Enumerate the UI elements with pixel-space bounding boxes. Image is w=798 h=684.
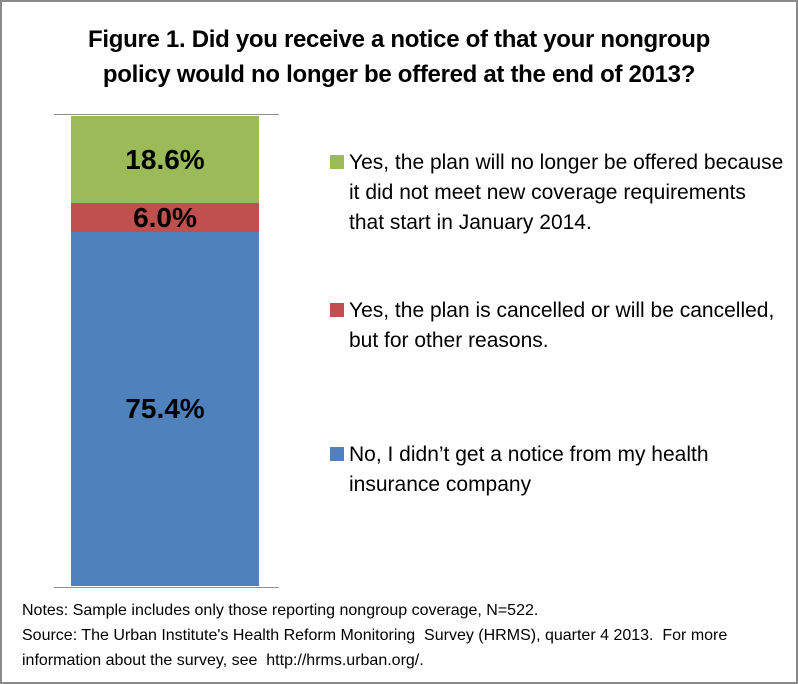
notes-line-2: Source: The Urban Institute's Health Ref…	[22, 627, 728, 644]
bar-segment-2: 75.4%	[71, 231, 259, 586]
notes-line-1: Notes: Sample includes only those report…	[22, 602, 539, 619]
stacked-bar: 18.6% 6.0% 75.4%	[71, 116, 259, 586]
legend-color-swatch	[330, 447, 344, 461]
chart-title-line-2: policy would no longer be offered at the…	[102, 61, 696, 88]
legend-entry-2-label: No, I didn’t get a notice from my health…	[349, 443, 709, 496]
legend-entry-0-label: Yes, the plan will no longer be offered …	[349, 151, 784, 234]
legend-entry-1: Yes, the plan is cancelled or will be ca…	[330, 296, 784, 356]
legend-entry-0: Yes, the plan will no longer be offered …	[330, 148, 784, 238]
legend-entry-2: No, I didn’t get a notice from my health…	[330, 440, 784, 500]
legend-color-swatch	[330, 303, 344, 317]
notes-line-3: information about the survey, see http:/…	[22, 652, 424, 669]
bar-segment-0-value-label: 18.6%	[125, 143, 205, 175]
gridline-100-percent	[54, 114, 279, 115]
chart-title-line-1: Figure 1. Did you receive a notice of th…	[88, 26, 710, 53]
legend-entry-1-label: Yes, the plan is cancelled or will be ca…	[349, 299, 775, 352]
chart-title: Figure 1. Did you receive a notice of th…	[2, 22, 796, 92]
bar-segment-1-value-label: 6.0%	[133, 201, 197, 233]
notes: Notes: Sample includes only those report…	[22, 598, 792, 673]
legend-color-swatch	[330, 155, 344, 169]
bar-segment-1: 6.0%	[71, 201, 259, 233]
bar-segment-0: 18.6%	[71, 116, 259, 204]
axis-baseline	[54, 587, 279, 588]
bar-segment-2-value-label: 75.4%	[125, 392, 205, 424]
